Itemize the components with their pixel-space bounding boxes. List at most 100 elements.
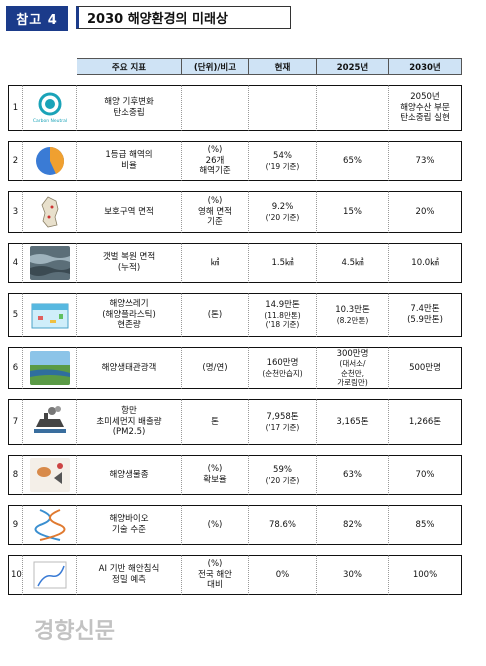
indicator-name: 보호구역 면적 xyxy=(77,191,182,233)
indicator-line: 해양쓰레기 xyxy=(109,299,149,310)
y2030-line: 탄소중립 실현 xyxy=(400,113,450,124)
y2030-line: 500만명 xyxy=(409,362,441,373)
value-2030: 500만명 xyxy=(389,347,462,389)
row-spacer xyxy=(8,75,462,85)
indicator-line: 해양바이오 xyxy=(109,514,149,525)
column-header: (단위)/비고 xyxy=(182,58,249,75)
table-row: 3 보호구역 면적 (%) 영해 면적 기준 9.2% ('20 기준) 15% 20% xyxy=(8,191,462,233)
row-number: 5 xyxy=(8,293,23,337)
unit-line: (%) xyxy=(207,519,223,530)
indicator-icon-cell xyxy=(23,555,77,595)
column-header: 2030년 xyxy=(389,58,462,75)
y2025-line: 63% xyxy=(343,469,362,480)
current-value: 78.6% xyxy=(249,505,317,545)
table-row: 9 해양바이오 기술 수준 (%) 78.6% 82% 85% xyxy=(8,505,462,545)
current-value xyxy=(249,85,317,131)
table-row: 4 갯벌 복원 면적 (누적) ㎢ 1.5㎢ 4.5㎢ 10.0㎢ xyxy=(8,243,462,283)
y2025-line: 82% xyxy=(343,519,362,530)
unit-line: 해역기준 xyxy=(199,166,231,177)
y2030-line: 10.0㎢ xyxy=(411,257,439,268)
indicator-icon-cell xyxy=(23,455,77,495)
coastal-map-icon xyxy=(29,558,70,592)
indicator-name: 해양 기후변화 탄소중립 xyxy=(77,85,182,131)
indicator-line: 정밀 예측 xyxy=(112,575,146,585)
y2030-line: (5.9만톤) xyxy=(407,315,443,325)
reference-badge: 참고 4 xyxy=(6,6,68,31)
marine-species-icon xyxy=(29,458,70,492)
indicator-line: (PM2.5) xyxy=(112,427,146,438)
unit-line: 영해 면적 xyxy=(198,206,232,217)
current-line: 1.5㎢ xyxy=(271,257,294,268)
value-2030: 70% xyxy=(389,455,462,495)
current-value: 9.2% ('20 기준) xyxy=(249,191,317,233)
document-title: 2030 해양환경의 미래상 xyxy=(76,6,291,29)
unit-line: 톤 xyxy=(211,416,219,427)
y2030-line: 73% xyxy=(415,155,435,166)
unit-note: ㎢ xyxy=(182,243,249,283)
current-line: 7,958톤 xyxy=(266,412,299,422)
indicator-icon-cell xyxy=(23,243,77,283)
table-row: 1 Carbon Neutral 해양 기후변화 탄소중립 2050년 해양수산 부문 탄소… xyxy=(8,85,462,131)
current-line: 59% xyxy=(273,465,292,475)
unit-line: (명/연) xyxy=(202,362,228,373)
table-row: 5 해양쓰레기 (해양플라스틱) 현존량 (톤) 14.9만톤 (11.8만톤) ('18 기… xyxy=(8,293,462,337)
current-line: ('17 기준) xyxy=(265,422,300,432)
current-line: 160만명 xyxy=(266,358,299,368)
unit-note: (명/연) xyxy=(182,347,249,389)
indicator-name: 해양생태관광객 xyxy=(77,347,182,389)
unit-line: (%) xyxy=(207,196,223,207)
value-2030: 85% xyxy=(389,505,462,545)
unit-note: (%) 확보율 xyxy=(182,455,249,495)
y2025-line: 4.5㎢ xyxy=(341,257,364,268)
row-spacer xyxy=(8,337,462,347)
indicator-icon-cell xyxy=(23,293,77,337)
value-2030: 2050년 해양수산 부문 탄소중립 실현 xyxy=(389,85,462,131)
indicator-line: 보호구역 면적 xyxy=(104,206,154,217)
table-row: 8 해양생물종 (%) 확보율 59% ('20 기준) 63% 70% xyxy=(8,455,462,495)
unit-line: 대비 xyxy=(207,580,223,591)
current-line: (11.8만톤) xyxy=(264,310,301,320)
current-line: ('20 기준) xyxy=(265,212,300,222)
indicator-line: 갯벌 복원 면적 xyxy=(102,252,156,263)
indicator-line: 해양생태관광객 xyxy=(101,362,157,373)
row-spacer xyxy=(8,389,462,399)
indicator-line: 비율 xyxy=(121,161,137,171)
y2025-line: 가로림만) xyxy=(337,378,368,387)
y2025-line: 30% xyxy=(343,569,362,580)
value-2030: 7.4만톤 (5.9만톤) xyxy=(389,293,462,337)
korea-map-icon xyxy=(29,195,70,229)
current-line: 9.2% xyxy=(271,202,294,212)
indicator-name: 해양바이오 기술 수준 xyxy=(77,505,182,545)
value-2025: 3,165톤 xyxy=(317,399,389,445)
current-line: ('20 기준) xyxy=(265,475,300,485)
unit-note: (%) 영해 면적 기준 xyxy=(182,191,249,233)
indicator-line: (해양플라스틱) xyxy=(102,309,156,320)
header-spacer xyxy=(8,58,23,75)
row-number: 4 xyxy=(8,243,23,283)
unit-line: (톤) xyxy=(207,309,223,320)
y2030-line: 7.4만톤 xyxy=(410,304,440,315)
y2030-line: 1,266톤 xyxy=(408,416,442,427)
value-2030: 100% xyxy=(389,555,462,595)
row-spacer xyxy=(8,233,462,243)
unit-line: (%) xyxy=(207,145,223,156)
current-value: 1.5㎢ xyxy=(249,243,317,283)
header-spacer xyxy=(23,58,77,75)
value-2025 xyxy=(317,85,389,131)
title-bar: 참고 4 2030 해양환경의 미래상 xyxy=(6,6,291,31)
row-spacer xyxy=(8,283,462,293)
indicator-icon-cell xyxy=(23,141,77,181)
table-row: 10 AI 기반 해안침식 정밀 예측 (%) 전국 해안 대비 0% 30% 100% xyxy=(8,555,462,595)
indicator-line: 기술 수준 xyxy=(112,525,146,535)
row-number: 9 xyxy=(8,505,23,545)
unit-note: (%) xyxy=(182,505,249,545)
pie-chart-icon xyxy=(29,144,70,178)
unit-line: (%) xyxy=(207,559,223,570)
value-2025: 30% xyxy=(317,555,389,595)
value-2025: 82% xyxy=(317,505,389,545)
current-value: 54% ('19 기준) xyxy=(249,141,317,181)
y2025-line: 3,165톤 xyxy=(336,416,369,427)
y2025-line: (8.2만톤) xyxy=(336,315,369,325)
indicator-icon-cell xyxy=(23,505,77,545)
row-number: 8 xyxy=(8,455,23,495)
